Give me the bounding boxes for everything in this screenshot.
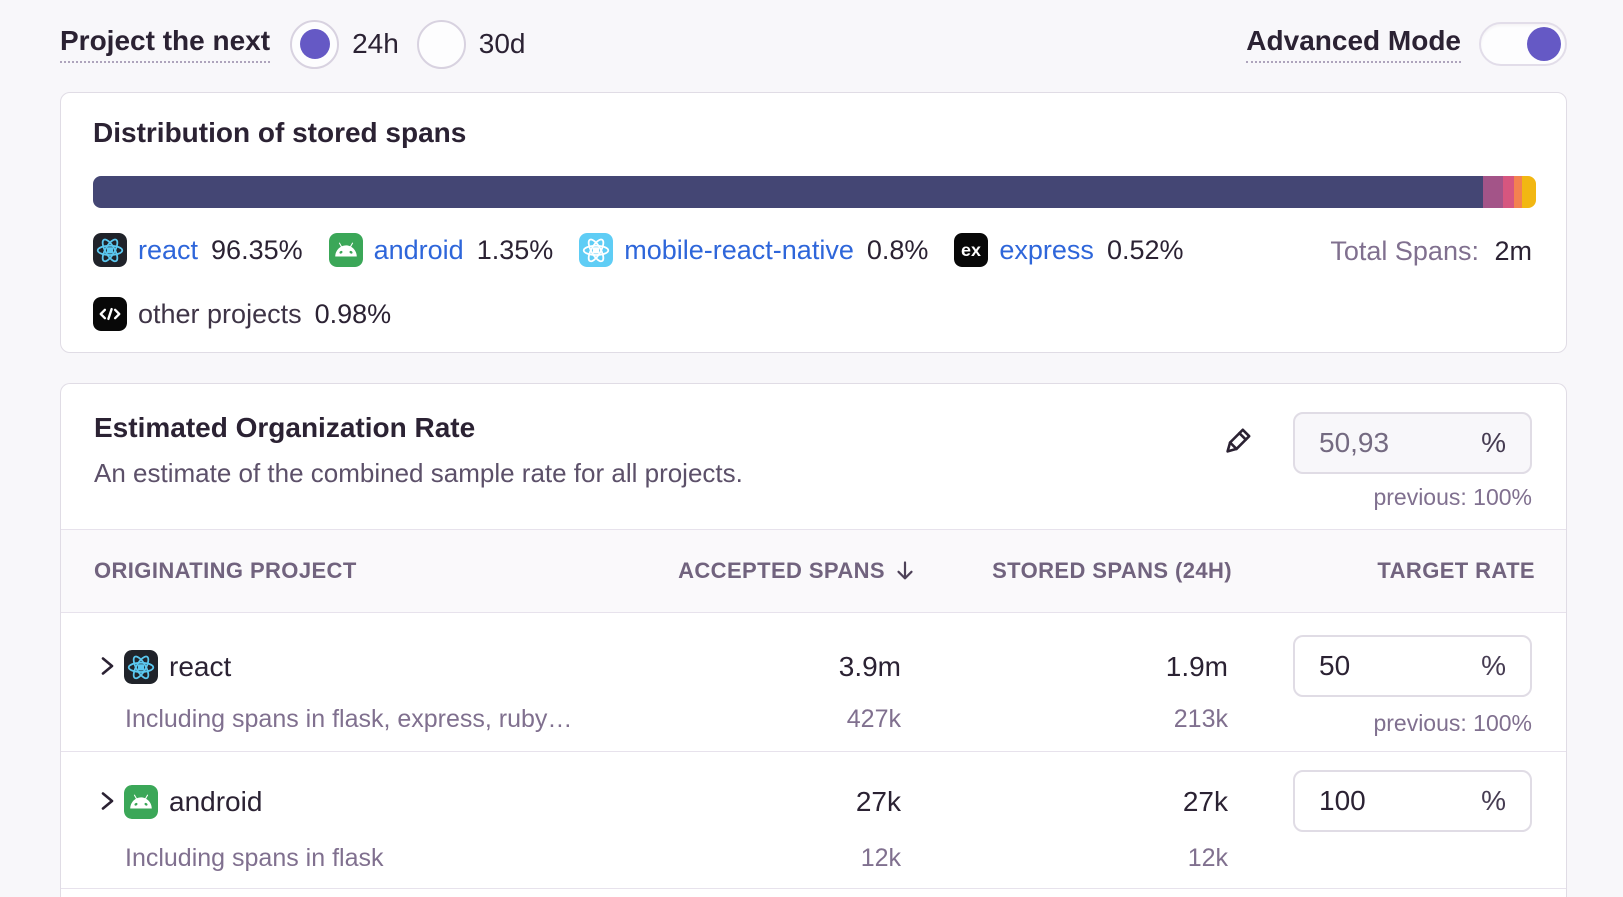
expand-chevron-icon[interactable] <box>95 654 119 678</box>
accepted-spans-subvalue: 12k <box>860 844 901 872</box>
advanced-mode-label: Advanced Mode <box>1246 25 1461 63</box>
project-subtext: Including spans in flask <box>125 844 384 872</box>
bar-segment-mobile-react-native[interactable] <box>1502 176 1515 208</box>
distribution-card: Distribution of stored spans react 96.35… <box>60 92 1567 353</box>
accepted-spans-subvalue: 427k <box>846 705 901 733</box>
accepted-spans-cell: 27k 12k <box>856 785 901 873</box>
advanced-mode-toggle[interactable] <box>1479 22 1567 66</box>
express-icon <box>954 233 988 267</box>
android-icon <box>124 785 158 819</box>
react-icon <box>124 650 158 684</box>
accepted-spans-value: 27k <box>855 786 901 817</box>
target-rate-unit: % <box>1481 785 1506 816</box>
edit-pencil-icon[interactable] <box>1223 424 1255 456</box>
column-accepted-spans[interactable]: ACCEPTED SPANS <box>678 530 917 612</box>
target-rate-input[interactable]: 100 % <box>1293 770 1532 832</box>
legend-item-android: android 1.35% <box>329 233 554 267</box>
target-rate-unit: % <box>1481 650 1506 681</box>
distribution-title: Distribution of stored spans <box>93 117 467 148</box>
org-rate-unit: % <box>1481 427 1506 458</box>
column-originating-project: ORIGINATING PROJECT <box>94 558 357 583</box>
target-rate-input[interactable]: 50 % <box>1293 635 1532 697</box>
legend-row-2: other projects 0.98% <box>93 297 417 331</box>
bar-segment-other-projects[interactable] <box>1521 176 1536 208</box>
toggle-knob <box>1527 27 1561 61</box>
org-rate-title: Estimated Organization Rate <box>94 412 476 443</box>
stored-spans-subvalue: 12k <box>1187 844 1228 872</box>
org-rate-value: 50,93 <box>1319 427 1390 458</box>
legend-project-link-mobile-react-native[interactable]: mobile-react-native <box>624 234 854 265</box>
table-row-react: react Including spans in flask, express,… <box>61 613 1566 752</box>
table-row-android: android Including spans in flask 27k 12k… <box>61 752 1566 889</box>
react-native-icon <box>579 233 613 267</box>
legend-item-mobile-react-native: mobile-react-native 0.8% <box>579 233 928 267</box>
period-option-30d[interactable]: 30d <box>416 19 526 69</box>
column-stored-spans[interactable]: STORED SPANS (24H) <box>992 558 1232 583</box>
radio-30d[interactable] <box>416 19 466 69</box>
target-rate-previous: previous: 100% <box>1373 710 1532 736</box>
table-header: ORIGINATING PROJECT ACCEPTED SPANS STORE… <box>61 529 1566 613</box>
radio-24h[interactable] <box>290 19 340 69</box>
legend-percent-android: 1.35% <box>476 234 554 265</box>
settings-toolbar: Project the next 24h 30d Advanced Mode <box>60 18 1567 70</box>
period-radio-group: 24h 30d <box>290 19 543 69</box>
legend-percent-express: 0.52% <box>1106 234 1184 265</box>
legend-percent-other-projects: 0.98% <box>314 298 392 329</box>
legend-item-express: express 0.52% <box>954 233 1184 267</box>
period-option-24h[interactable]: 24h <box>290 19 399 69</box>
sort-arrow-down-icon <box>893 559 917 583</box>
stored-spans-subvalue: 213k <box>1173 705 1228 733</box>
code-icon <box>93 297 127 331</box>
accepted-spans-value: 3.9m <box>838 651 901 682</box>
radio-24h-label: 24h <box>352 28 399 59</box>
org-rate-previous: previous: 100% <box>1373 484 1532 510</box>
stored-spans-stacked-bar <box>93 176 1536 208</box>
advanced-mode-control: Advanced Mode <box>1246 22 1567 66</box>
project-name: android <box>169 786 263 817</box>
total-spans: Total Spans: 2m <box>1330 236 1532 267</box>
project-subtext: Including spans in flask, express, ruby… <box>125 705 573 733</box>
bar-segment-react[interactable] <box>93 176 1484 208</box>
legend-project-link-express[interactable]: express <box>999 234 1094 265</box>
stored-spans-value: 1.9m <box>1165 651 1228 682</box>
project-the-next-label: Project the next <box>60 25 271 63</box>
column-target-rate: TARGET RATE <box>1377 558 1535 583</box>
legend-project-link-android[interactable]: android <box>373 234 464 265</box>
radio-30d-label: 30d <box>478 28 526 59</box>
legend-label-other-projects: other projects <box>138 298 302 329</box>
bar-segment-express[interactable] <box>1514 176 1522 208</box>
stored-spans-cell: 1.9m 213k <box>1166 650 1228 734</box>
target-rate-value: 100 <box>1319 785 1366 816</box>
expand-chevron-icon[interactable] <box>95 789 119 813</box>
legend-item-other-projects: other projects 0.98% <box>93 297 391 331</box>
stored-spans-value: 27k <box>1182 786 1228 817</box>
legend-row-1: react 96.35% android 1.35% mobile-react-… <box>93 233 1210 267</box>
android-icon <box>329 233 363 267</box>
org-rate-description: An estimate of the combined sample rate … <box>94 458 743 488</box>
legend-project-link-react[interactable]: react <box>138 234 199 265</box>
accepted-spans-cell: 3.9m 427k <box>839 650 901 734</box>
projection-period-control: Project the next 24h 30d <box>60 19 544 69</box>
legend-percent-react: 96.35% <box>211 234 303 265</box>
react-icon <box>93 233 127 267</box>
total-spans-value: 2m <box>1494 236 1532 266</box>
bar-segment-android[interactable] <box>1483 176 1503 208</box>
organization-rate-card: Estimated Organization Rate An estimate … <box>60 383 1567 897</box>
legend-percent-mobile-react-native: 0.8% <box>866 234 929 265</box>
project-name: react <box>169 651 232 682</box>
stored-spans-cell: 27k 12k <box>1183 785 1228 873</box>
total-spans-label: Total Spans: <box>1330 236 1479 266</box>
org-rate-input[interactable]: 50,93 % <box>1293 412 1532 474</box>
target-rate-value: 50 <box>1319 650 1351 681</box>
legend-item-react: react 96.35% <box>93 233 303 267</box>
